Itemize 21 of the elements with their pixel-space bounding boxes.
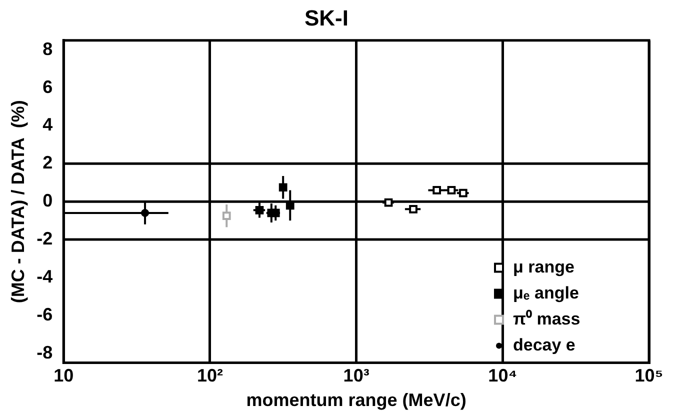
- legend-label: μₑ angle: [513, 283, 579, 302]
- x-tick-label: 10²: [196, 366, 223, 386]
- y-tick-label: -8: [36, 342, 53, 362]
- legend-label: π⁰ mass: [513, 309, 580, 328]
- y-tick-label: -6: [36, 304, 53, 324]
- y-axis-title: (MC - DATA) / DATA (%): [8, 100, 28, 304]
- y-tick-label: 4: [42, 114, 53, 135]
- x-tick-label: 10⁵: [634, 366, 664, 386]
- legend-label: decay e: [513, 335, 576, 354]
- x-tick-label: 10: [54, 366, 74, 386]
- x-tick-label: 10³: [343, 366, 370, 386]
- y-tick-label: -4: [36, 266, 53, 286]
- y-tick-label: 0: [42, 190, 53, 211]
- x-axis-title: momentum range (MeV/c): [246, 390, 466, 410]
- y-tick-label: 8: [42, 38, 53, 59]
- legend-label: μ range: [513, 257, 574, 276]
- y-tick-label: 6: [42, 76, 53, 97]
- chart-title: SK-I: [304, 5, 348, 30]
- y-tick-label: -2: [36, 228, 53, 248]
- x-tick-label: 10⁴: [488, 366, 518, 386]
- y-tick-label: 2: [42, 152, 53, 173]
